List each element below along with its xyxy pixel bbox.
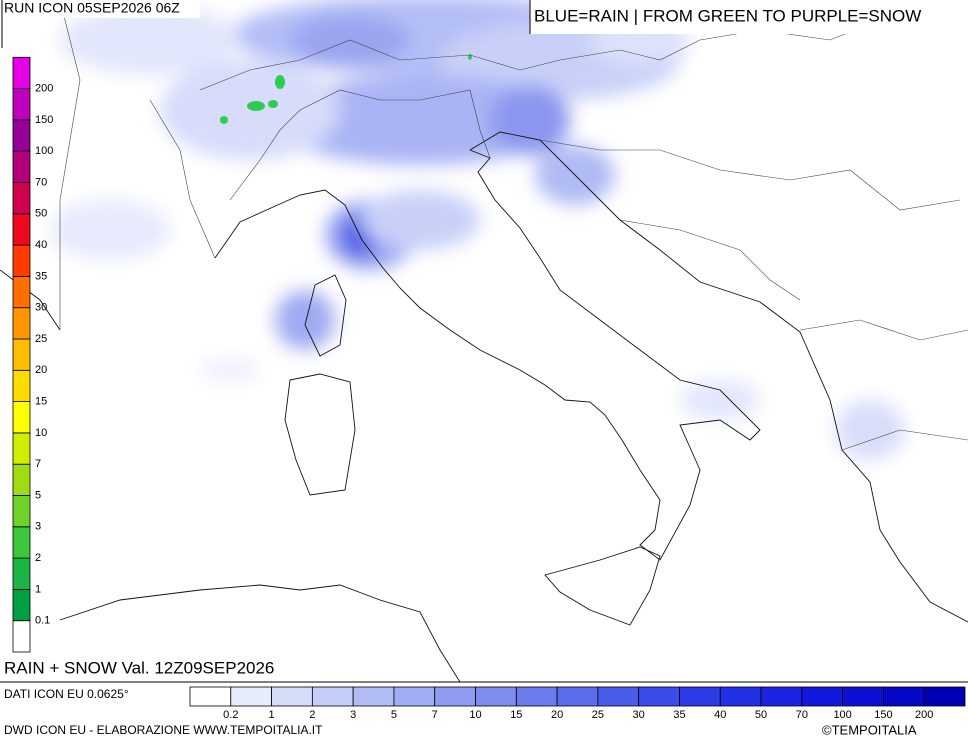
snow-swatch — [12, 88, 31, 121]
map — [0, 0, 968, 682]
snow-label: 3 — [35, 521, 41, 533]
rain-label: 1 — [269, 709, 275, 721]
rain-swatch — [597, 686, 640, 707]
rain-swatch — [475, 686, 517, 707]
snow-label: 35 — [35, 270, 47, 282]
rain-label: 35 — [673, 709, 685, 721]
rain-swatch — [515, 686, 558, 707]
rain-swatch — [679, 686, 721, 707]
rain-swatch — [311, 686, 354, 707]
snow-swatch — [12, 495, 31, 528]
snow-label: 30 — [35, 302, 47, 314]
snow-swatch — [12, 56, 31, 89]
snow-label: 20 — [35, 364, 47, 376]
snow-swatch — [12, 182, 31, 215]
rain-label: 150 — [874, 709, 892, 721]
rain-swatch — [760, 686, 803, 707]
rain-label: 50 — [755, 709, 767, 721]
snow-swatch — [12, 150, 31, 183]
rain-label: 10 — [469, 709, 481, 721]
rain-label: 2 — [309, 709, 315, 721]
snow-label: 25 — [35, 333, 47, 345]
precipitation — [50, 0, 905, 460]
snow-label: 15 — [35, 396, 47, 408]
rain-swatch — [638, 686, 680, 707]
borders — [59, 0, 968, 451]
rain-legend: 0.2 1 2 3 5 7 10 15 20 25 30 35 40 50 70 100 150 200 — [189, 686, 966, 721]
rain-swatch — [801, 686, 844, 707]
rain-label: 15 — [510, 709, 522, 721]
rain-label: 25 — [592, 709, 604, 721]
snow-swatch — [12, 338, 31, 371]
snow-label: 70 — [35, 176, 47, 188]
snow-label: 50 — [35, 208, 47, 220]
snow-swatch — [12, 369, 31, 402]
rain-swatch — [230, 686, 272, 707]
snow-label: 200 — [35, 83, 53, 95]
rain-swatch — [883, 686, 925, 707]
snow-label: 100 — [35, 145, 53, 157]
snow-swatch — [12, 463, 31, 496]
rain-label: 20 — [551, 709, 563, 721]
snow-swatch — [12, 401, 31, 434]
rain-label: 3 — [350, 709, 356, 721]
snow-swatch — [12, 526, 31, 559]
snow-swatch — [12, 307, 31, 340]
snow-label: 1 — [35, 583, 41, 595]
snow-swatch — [12, 244, 31, 277]
snow-swatch — [12, 213, 31, 246]
data-source: DATI ICON EU 0.0625° — [4, 687, 129, 701]
rain-swatch — [393, 686, 436, 707]
snow-label: 5 — [35, 489, 41, 501]
snow-label: 7 — [35, 458, 41, 470]
snow-label: 150 — [35, 114, 53, 126]
rain-swatch — [434, 686, 476, 707]
run-label: RUN ICON 05SEP2026 06Z — [4, 0, 180, 16]
snow-label: 40 — [35, 239, 47, 251]
rain-label: 200 — [915, 709, 933, 721]
rain-swatch — [271, 686, 313, 707]
legend-note: BLUE=RAIN | FROM GREEN TO PURPLE=SNOW — [534, 6, 921, 25]
coastlines — [0, 131, 968, 682]
snow-label: 0.1 — [35, 615, 50, 627]
rain-swatch — [842, 686, 884, 707]
rain-label: 0.2 — [223, 709, 238, 721]
rain-label: 40 — [714, 709, 726, 721]
rain-swatch — [352, 686, 395, 707]
snow-swatch — [12, 432, 31, 465]
rain-swatch — [923, 686, 966, 707]
snow-swatch — [12, 557, 31, 590]
copyright: ©TEMPOITALIA — [822, 722, 917, 737]
credit: DWD ICON EU - ELABORAZIONE WWW.TEMPOITAL… — [4, 723, 323, 737]
rain-swatch — [719, 686, 762, 707]
snow-swatch — [12, 620, 31, 653]
rain-label: 5 — [391, 709, 397, 721]
map-title: RAIN + SNOW Val. 12Z09SEP2026 — [4, 658, 274, 677]
snow-label: 10 — [35, 427, 47, 439]
rain-label: 100 — [833, 709, 851, 721]
snow-swatch — [12, 119, 31, 152]
rain-swatch — [189, 686, 232, 707]
snow-swatch — [12, 275, 31, 309]
rain-label: 70 — [796, 709, 808, 721]
snow-swatch — [12, 589, 31, 622]
rain-label: 7 — [432, 709, 438, 721]
snow-label: 2 — [35, 552, 41, 564]
rain-swatch — [556, 686, 599, 707]
rain-label: 30 — [633, 709, 645, 721]
